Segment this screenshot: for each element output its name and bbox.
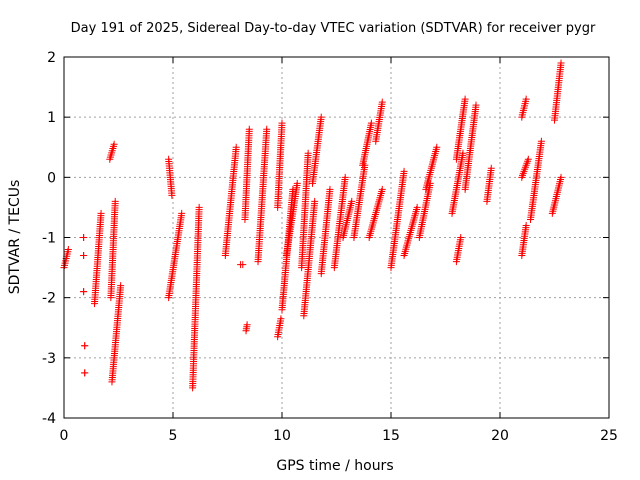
data-point bbox=[195, 203, 203, 211]
y-tick-label: -3 bbox=[42, 351, 56, 367]
data-point bbox=[263, 125, 271, 133]
data-points bbox=[60, 59, 565, 392]
data-point bbox=[278, 119, 286, 127]
x-tick-label: 25 bbox=[600, 428, 618, 444]
data-point bbox=[326, 185, 334, 193]
data-point bbox=[557, 173, 565, 181]
x-tick-label: 5 bbox=[169, 428, 178, 444]
data-point bbox=[97, 209, 105, 217]
data-point bbox=[178, 209, 186, 217]
data-point bbox=[348, 197, 356, 205]
x-tick-label: 10 bbox=[273, 428, 291, 444]
data-point bbox=[522, 221, 530, 229]
data-point bbox=[433, 143, 441, 151]
y-tick-label: 2 bbox=[47, 50, 56, 66]
data-point bbox=[243, 321, 251, 329]
data-point bbox=[277, 315, 285, 323]
data-point bbox=[341, 173, 349, 181]
data-point bbox=[80, 288, 88, 296]
data-point bbox=[487, 164, 495, 172]
data-point bbox=[80, 234, 88, 241]
y-tick-label: 1 bbox=[47, 110, 56, 126]
data-point bbox=[413, 203, 421, 211]
data-point bbox=[81, 369, 89, 377]
y-tick-label: -1 bbox=[42, 231, 56, 247]
data-point bbox=[245, 125, 253, 133]
data-point bbox=[472, 101, 480, 109]
data-point bbox=[110, 140, 118, 148]
data-point bbox=[367, 119, 375, 127]
data-point bbox=[239, 261, 247, 269]
x-tick-label: 15 bbox=[382, 428, 400, 444]
data-point bbox=[378, 185, 386, 193]
data-point bbox=[117, 282, 125, 290]
data-point bbox=[80, 252, 88, 260]
data-point bbox=[81, 342, 89, 350]
data-point bbox=[557, 59, 565, 67]
data-point bbox=[522, 95, 530, 103]
data-point bbox=[304, 149, 312, 157]
grid-lines bbox=[64, 57, 609, 418]
chart-title: Day 191 of 2025, Sidereal Day-to-day VTE… bbox=[71, 21, 596, 36]
y-axis-label: SDTVAR / TECUs bbox=[7, 180, 23, 295]
data-point bbox=[378, 98, 386, 106]
data-point bbox=[232, 143, 240, 151]
data-point bbox=[293, 179, 301, 187]
y-tick-label: -4 bbox=[42, 411, 56, 427]
data-point bbox=[400, 167, 408, 175]
x-tick-label: 0 bbox=[60, 428, 69, 444]
data-point bbox=[457, 234, 465, 241]
y-tick-label: -2 bbox=[42, 291, 56, 307]
data-point bbox=[64, 246, 72, 254]
x-tick-label: 20 bbox=[491, 428, 509, 444]
data-point bbox=[524, 155, 532, 163]
axis-ticks: 0 5 10 15 20 25 -4 -3 -2 -1 0 1 2 bbox=[42, 50, 618, 444]
x-axis-label: GPS time / hours bbox=[276, 458, 393, 474]
data-point bbox=[168, 191, 176, 199]
y-tick-label: 0 bbox=[47, 170, 56, 186]
data-point bbox=[537, 137, 545, 145]
data-point bbox=[317, 113, 325, 121]
data-point bbox=[111, 197, 119, 205]
data-point bbox=[311, 197, 319, 205]
data-point bbox=[461, 95, 469, 103]
